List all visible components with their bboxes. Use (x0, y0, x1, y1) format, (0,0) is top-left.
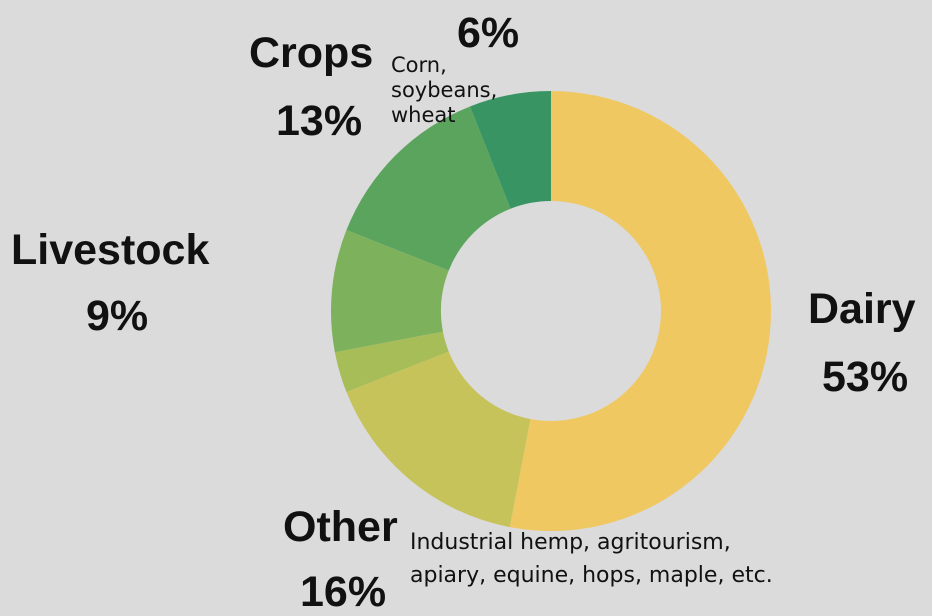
dairy-value-label: 53% (822, 353, 909, 401)
dairy-label: Dairy (808, 285, 916, 333)
other-value-label: 16% (300, 568, 387, 616)
slice-segment-2 (334, 331, 449, 392)
grains-value-label: 6% (457, 9, 520, 57)
livestock-value-label: 9% (86, 292, 149, 340)
slice-segment-5 (470, 91, 551, 209)
crops-value-label: 13% (276, 97, 363, 145)
other-label: Other (283, 503, 398, 551)
crops-label: Crops (249, 29, 374, 77)
grains-note: Corn, soybeans, wheat (391, 53, 498, 128)
other-note: Industrial hemp, agritourism, apiary, eq… (410, 530, 773, 588)
slice-dairy (509, 91, 771, 531)
livestock-label: Livestock (11, 226, 210, 274)
slice-crops (346, 106, 511, 271)
slice-livestock (330, 230, 449, 353)
slice-other (346, 351, 531, 528)
